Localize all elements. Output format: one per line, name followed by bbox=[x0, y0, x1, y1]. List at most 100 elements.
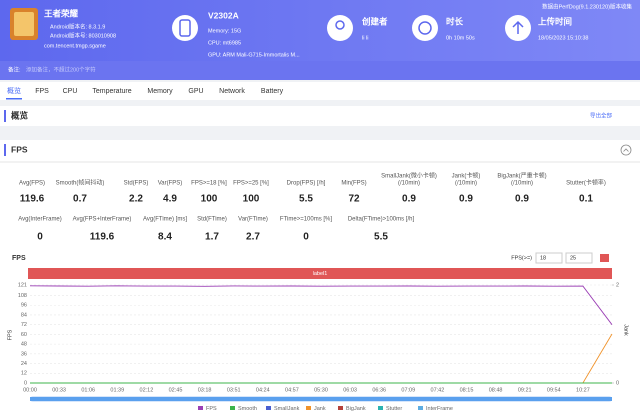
tab[interactable]: Battery bbox=[261, 88, 284, 95]
x-tick-label: 06:03 bbox=[343, 387, 357, 393]
device-gpu: GPU: ARM Mali-G715-Immortalis M... bbox=[208, 52, 300, 58]
legend-swatch[interactable] bbox=[378, 406, 383, 410]
stat-label: Smooth(帧间抖动) bbox=[56, 179, 105, 187]
legend-swatch[interactable] bbox=[198, 406, 203, 410]
stat-label: FPS>=18 [%] bbox=[191, 181, 227, 187]
legend-swatch[interactable] bbox=[230, 406, 235, 410]
upload-value: 18/05/2023 15:10:38 bbox=[538, 35, 588, 41]
stat-value: 8.4 bbox=[158, 232, 172, 243]
stat-label: (/10min) bbox=[398, 181, 420, 187]
remark-bar[interactable] bbox=[0, 61, 640, 80]
x-tick-label: 06:36 bbox=[372, 387, 386, 393]
stat-value: 100 bbox=[201, 194, 218, 205]
stat-label: Std(FTime) bbox=[197, 217, 227, 223]
legend-label[interactable]: InterFrame bbox=[426, 406, 453, 412]
creator-icon bbox=[327, 15, 353, 41]
collector-note: 数据由PerfDog(9.1.230120)版本收集 bbox=[542, 2, 632, 10]
threshold-low-input[interactable] bbox=[535, 252, 563, 264]
legend-swatch[interactable] bbox=[338, 406, 343, 410]
tab[interactable]: Memory bbox=[147, 88, 173, 95]
stat-value: 0.9 bbox=[459, 194, 473, 205]
stat-label: Stutter(卡顿率) bbox=[566, 179, 606, 187]
stat-value: 5.5 bbox=[374, 232, 388, 243]
y-tick-label: 84 bbox=[21, 312, 27, 318]
stat-label: FPS>=25 [%] bbox=[233, 181, 269, 187]
x-tick-label: 01:39 bbox=[110, 387, 124, 393]
upload-glyph bbox=[512, 20, 524, 34]
x-tick-label: 07:09 bbox=[401, 387, 415, 393]
fps-section-title: FPS bbox=[11, 144, 28, 154]
stat-value: 0 bbox=[37, 232, 43, 243]
legend-swatch[interactable] bbox=[306, 406, 311, 410]
legend-label[interactable]: BigJank bbox=[346, 406, 366, 412]
tab[interactable]: Temperature bbox=[92, 88, 131, 95]
x-tick-label: 03:51 bbox=[227, 387, 241, 393]
stat-value: 2.2 bbox=[129, 194, 143, 205]
overview-title: 概览 bbox=[11, 110, 29, 120]
remark-label: 备注: bbox=[8, 65, 21, 73]
stat-value: 4.9 bbox=[163, 194, 177, 205]
stat-label: Std(FPS) bbox=[124, 181, 149, 187]
device-name: V2302A bbox=[208, 10, 239, 20]
legend-swatch[interactable] bbox=[418, 406, 423, 410]
tab[interactable]: GPU bbox=[188, 88, 203, 95]
legend-swatch[interactable] bbox=[266, 406, 271, 410]
stat-label: SmallJank(微小卡顿) bbox=[381, 172, 437, 180]
tab-bar bbox=[0, 82, 640, 100]
x-tick-label: 05:30 bbox=[314, 387, 328, 393]
app-name: 王者荣耀 bbox=[44, 8, 79, 18]
y-tick-label: 48 bbox=[21, 342, 27, 348]
stat-value: 0.1 bbox=[579, 194, 593, 205]
stat-value: 0.9 bbox=[515, 194, 529, 205]
collapse-button[interactable] bbox=[620, 144, 632, 156]
export-link[interactable]: 导出全部 bbox=[590, 111, 613, 119]
collapse-glyph bbox=[623, 148, 629, 152]
legend-label[interactable]: FPS bbox=[206, 406, 217, 412]
threshold-high: 25 bbox=[570, 255, 576, 261]
legend-label[interactable]: Stutter bbox=[386, 406, 402, 412]
stat-value: 0.7 bbox=[73, 194, 87, 205]
x-tick-label: 04:57 bbox=[285, 387, 299, 393]
tabs: 概览 FPS CPU Temperature Memory GPU Network Batte… bbox=[6, 86, 284, 100]
tab[interactable]: 概览 bbox=[7, 86, 21, 95]
y-tick-label: 12 bbox=[21, 371, 27, 377]
band-label: label1 bbox=[313, 271, 328, 277]
y-tick-label: 96 bbox=[21, 303, 27, 309]
creator-label: 创建者 bbox=[361, 16, 388, 26]
stat-label: Avg(InterFrame) bbox=[18, 217, 62, 223]
y-tick-label: 108 bbox=[18, 293, 27, 299]
y-tick-label: 24 bbox=[21, 361, 27, 367]
tab[interactable]: CPU bbox=[63, 88, 78, 95]
legend-label[interactable]: SmallJank bbox=[274, 406, 300, 412]
tab[interactable]: FPS bbox=[35, 88, 49, 95]
device-memory: Memory: 15G bbox=[208, 28, 241, 34]
scroll-thumb[interactable] bbox=[30, 397, 612, 401]
app-package: com.tencent.tmgp.sgame bbox=[44, 43, 106, 49]
threshold-label: FPS(>=) bbox=[511, 255, 532, 261]
legend-label[interactable]: Smooth bbox=[238, 406, 257, 412]
stat-value: 119.6 bbox=[90, 232, 115, 243]
stat-value: 0 bbox=[303, 232, 309, 243]
y-tick-label: 60 bbox=[21, 332, 27, 338]
legend-label[interactable]: Jank bbox=[314, 406, 326, 412]
stat-value: 72 bbox=[348, 194, 360, 205]
threshold-high-input[interactable] bbox=[565, 252, 593, 264]
remark-placeholder[interactable]: 添加备注，不超过200个字符 bbox=[26, 65, 96, 73]
x-tick-label: 08:48 bbox=[489, 387, 503, 393]
x-tick-label: 10:27 bbox=[576, 387, 590, 393]
stat-label: BigJank(严重卡顿) bbox=[497, 172, 546, 180]
tab[interactable]: Network bbox=[219, 88, 245, 95]
overview-panel bbox=[0, 106, 640, 126]
clear-button[interactable] bbox=[600, 254, 609, 262]
stat-label: Drop(FPS) [/h] bbox=[287, 181, 326, 187]
stat-value: 119.6 bbox=[20, 194, 45, 205]
stats: Avg(FPS) 119.6 Smooth(帧间抖动) 0.7 Std(FPS) 2.2 V… bbox=[18, 172, 606, 243]
stat-label: FTime>=100ms [%] bbox=[280, 217, 332, 223]
y-tick-label: 36 bbox=[21, 351, 27, 357]
stat-label: Avg(FPS) bbox=[19, 181, 45, 187]
x-tick-label: 00:00 bbox=[23, 387, 37, 393]
duration-value: 0h 10m 50s bbox=[446, 35, 475, 41]
device-icon bbox=[172, 15, 198, 41]
chart-title: FPS bbox=[12, 255, 26, 262]
